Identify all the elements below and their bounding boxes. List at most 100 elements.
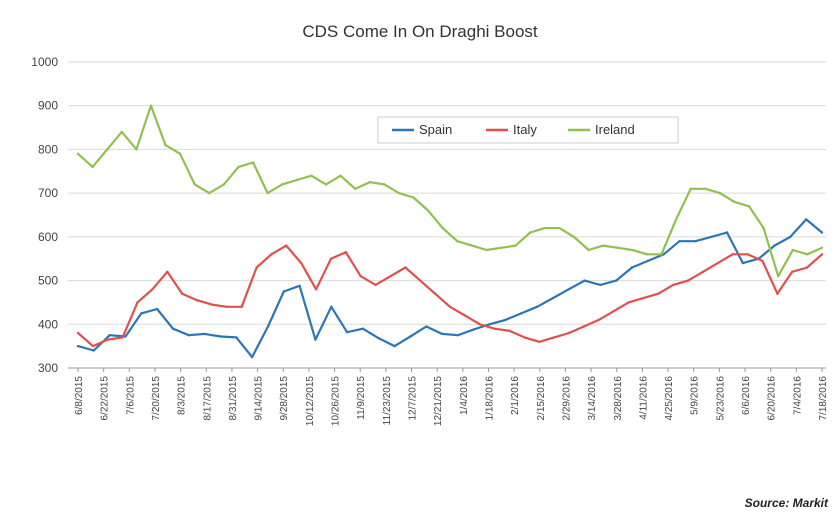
- x-tick-label: 2/15/2016: [536, 376, 547, 421]
- data-point: [616, 246, 619, 249]
- x-tick-label: 4/11/2016: [638, 376, 649, 420]
- y-tick-label: 1000: [31, 55, 58, 69]
- y-tick-label: 900: [38, 99, 58, 113]
- data-point: [330, 305, 333, 308]
- data-point: [377, 337, 380, 340]
- x-tick-label: 8/3/2015: [177, 376, 188, 415]
- data-point: [166, 270, 169, 273]
- data-point: [339, 174, 342, 177]
- data-point: [694, 240, 697, 243]
- data-point: [120, 130, 124, 134]
- data-point: [222, 183, 226, 186]
- data-point: [520, 312, 523, 315]
- data-point: [140, 312, 143, 315]
- data-point: [678, 240, 681, 243]
- data-point: [587, 248, 590, 252]
- data-point: [344, 251, 347, 254]
- data-point: [448, 305, 452, 308]
- data-point: [440, 332, 444, 336]
- data-point: [820, 253, 824, 256]
- data-point: [645, 253, 649, 256]
- data-point: [300, 261, 303, 265]
- data-point: [251, 161, 255, 164]
- data-point: [718, 191, 722, 195]
- data-point: [178, 152, 182, 155]
- legend-label-spain: Spain: [419, 122, 452, 137]
- data-point: [203, 332, 206, 336]
- data-point: [368, 181, 371, 184]
- data-point: [543, 226, 546, 230]
- data-point: [345, 331, 349, 334]
- y-tick-label: 300: [38, 361, 58, 375]
- x-tick-label: 3/28/2016: [613, 376, 624, 421]
- chart-title: CDS Come In On Draghi Boost: [302, 22, 538, 41]
- data-point: [314, 288, 318, 291]
- data-point: [266, 191, 269, 195]
- data-point: [240, 305, 243, 308]
- data-point: [674, 218, 678, 221]
- data-point: [76, 331, 80, 335]
- data-point: [295, 178, 298, 182]
- data-point: [91, 165, 94, 169]
- data-point: [255, 266, 258, 269]
- data-point: [219, 335, 222, 338]
- data-point: [441, 226, 444, 230]
- data-point: [393, 344, 396, 348]
- x-tick-label: 10/12/2015: [305, 376, 316, 426]
- data-point: [686, 279, 690, 282]
- data-point: [535, 305, 539, 308]
- data-point: [615, 279, 618, 282]
- data-point: [456, 240, 459, 243]
- data-point: [210, 303, 214, 306]
- data-point: [106, 338, 110, 341]
- data-point: [583, 279, 586, 282]
- data-point: [789, 235, 792, 239]
- data-point: [662, 253, 665, 256]
- y-tick-label: 800: [38, 142, 58, 156]
- data-point: [237, 165, 240, 169]
- data-point: [725, 231, 729, 234]
- data-point: [582, 325, 586, 328]
- data-point: [514, 244, 517, 247]
- data-point: [329, 257, 333, 260]
- data-point: [359, 275, 362, 278]
- data-point: [820, 246, 824, 249]
- data-point: [746, 253, 749, 256]
- x-tick-label: 4/25/2016: [664, 376, 675, 421]
- series-ireland: [76, 104, 824, 278]
- data-point: [523, 336, 526, 339]
- legend-label-italy: Italy: [513, 122, 537, 137]
- data-point: [485, 248, 488, 252]
- data-point: [597, 318, 600, 322]
- data-point: [508, 329, 511, 332]
- data-point: [208, 191, 211, 195]
- data-point: [660, 253, 663, 256]
- legend: Spain Italy Ireland: [377, 116, 679, 144]
- data-point: [776, 292, 779, 295]
- x-tick-label: 12/21/2015: [433, 376, 444, 426]
- data-point: [612, 310, 615, 313]
- x-tick-label: 11/9/2015: [356, 376, 367, 420]
- data-point: [710, 235, 713, 239]
- data-point: [310, 174, 313, 177]
- data-point: [409, 335, 412, 338]
- data-point: [631, 248, 634, 252]
- data-point: [672, 283, 675, 287]
- data-point: [777, 275, 780, 278]
- data-point: [404, 266, 407, 269]
- x-tick-label: 6/8/2015: [74, 376, 85, 415]
- y-tick-label: 400: [38, 317, 58, 331]
- y-tick-label: 700: [38, 186, 58, 200]
- data-point: [529, 231, 532, 234]
- data-point: [250, 355, 254, 359]
- data-point: [76, 152, 80, 155]
- data-point: [470, 244, 474, 247]
- x-tick-label: 3/14/2016: [587, 376, 598, 421]
- data-point: [164, 143, 167, 147]
- data-point: [704, 187, 707, 190]
- x-tick-label: 9/28/2015: [279, 376, 290, 421]
- y-tick-label: 600: [38, 230, 58, 244]
- x-tick-label: 5/9/2016: [690, 376, 701, 415]
- data-point: [108, 334, 111, 337]
